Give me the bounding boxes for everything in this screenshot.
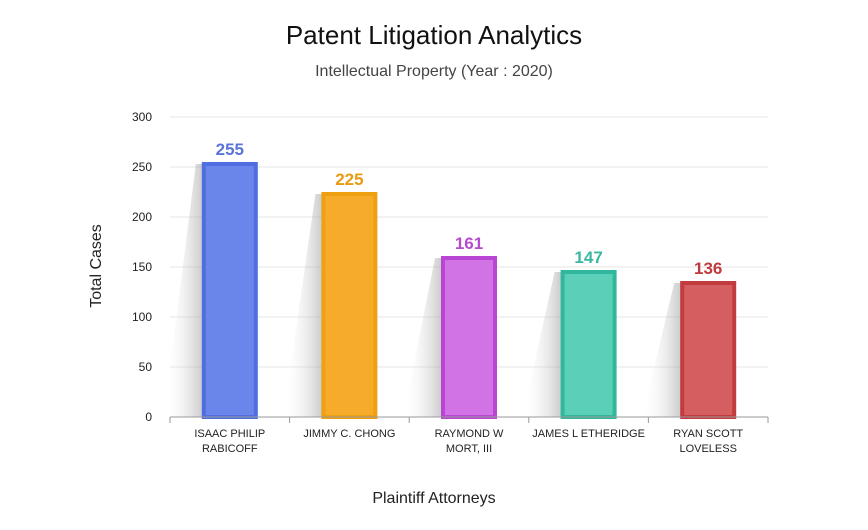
bar-shadow [283, 194, 323, 417]
x-tick-label: LOVELESS [679, 443, 736, 455]
bar [321, 192, 378, 419]
y-tick-label: 100 [132, 310, 152, 324]
y-tick-label: 200 [132, 210, 152, 224]
value-label: 255 [216, 140, 244, 159]
x-tick-label: RABICOFF [202, 443, 258, 455]
bar [680, 281, 737, 419]
x-tick-label: RAYMOND W [435, 428, 504, 440]
bar [560, 270, 617, 419]
y-tick-label: 0 [145, 410, 152, 424]
x-tick-label: JAMES L ETHERIDGE [532, 428, 645, 440]
x-tick-label: JIMMY C. CHONG [303, 428, 395, 440]
bar [441, 256, 497, 419]
axes [169, 416, 769, 423]
bar-shadow [403, 258, 442, 417]
y-tick-label: 250 [132, 160, 152, 174]
x-tick-label: ISAAC PHILIP [194, 428, 265, 440]
value-label: 136 [694, 259, 722, 278]
bar-shadow [522, 272, 562, 417]
chart-title: Patent Litigation Analytics [285, 20, 583, 50]
bar-shadow [163, 164, 203, 417]
value-label: 147 [574, 248, 602, 267]
bar [201, 162, 258, 419]
y-tick-label: 150 [132, 260, 152, 274]
x-tick-label: RYAN SCOTT [673, 428, 743, 440]
bar-shadows [163, 164, 682, 417]
y-tick-label: 300 [132, 110, 152, 124]
y-tick-label: 50 [139, 360, 153, 374]
x-axis-title: Plaintiff Attorneys [372, 490, 495, 507]
bar-shadow [642, 283, 682, 417]
value-label: 161 [455, 234, 483, 253]
x-tick-label: MORT, III [446, 443, 492, 455]
chart-subtitle: Intellectual Property (Year : 2020) [315, 63, 553, 80]
value-label: 225 [335, 170, 363, 189]
y-axis-title: Total Cases [88, 224, 105, 308]
labels: 0 50 100 150 200 250 300 255 ISAAC PHILIP RABICOF… [132, 110, 743, 455]
